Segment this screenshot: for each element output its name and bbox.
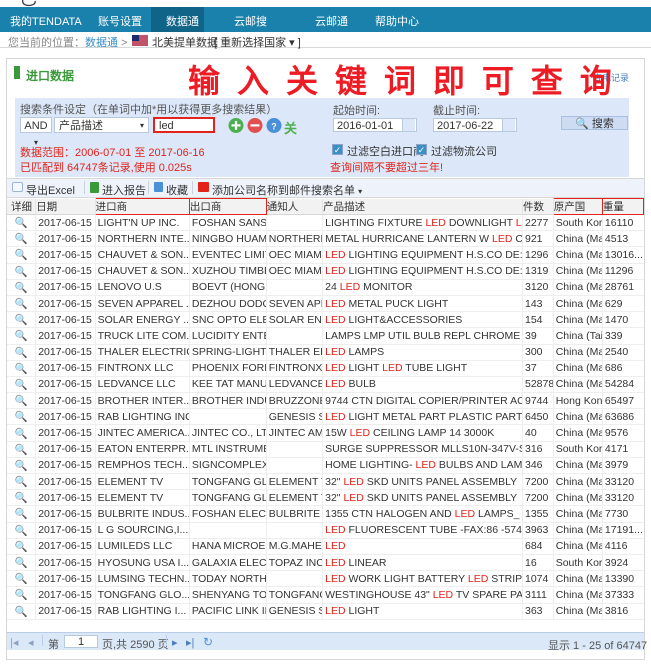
svg-text:?: ? [271,122,277,132]
